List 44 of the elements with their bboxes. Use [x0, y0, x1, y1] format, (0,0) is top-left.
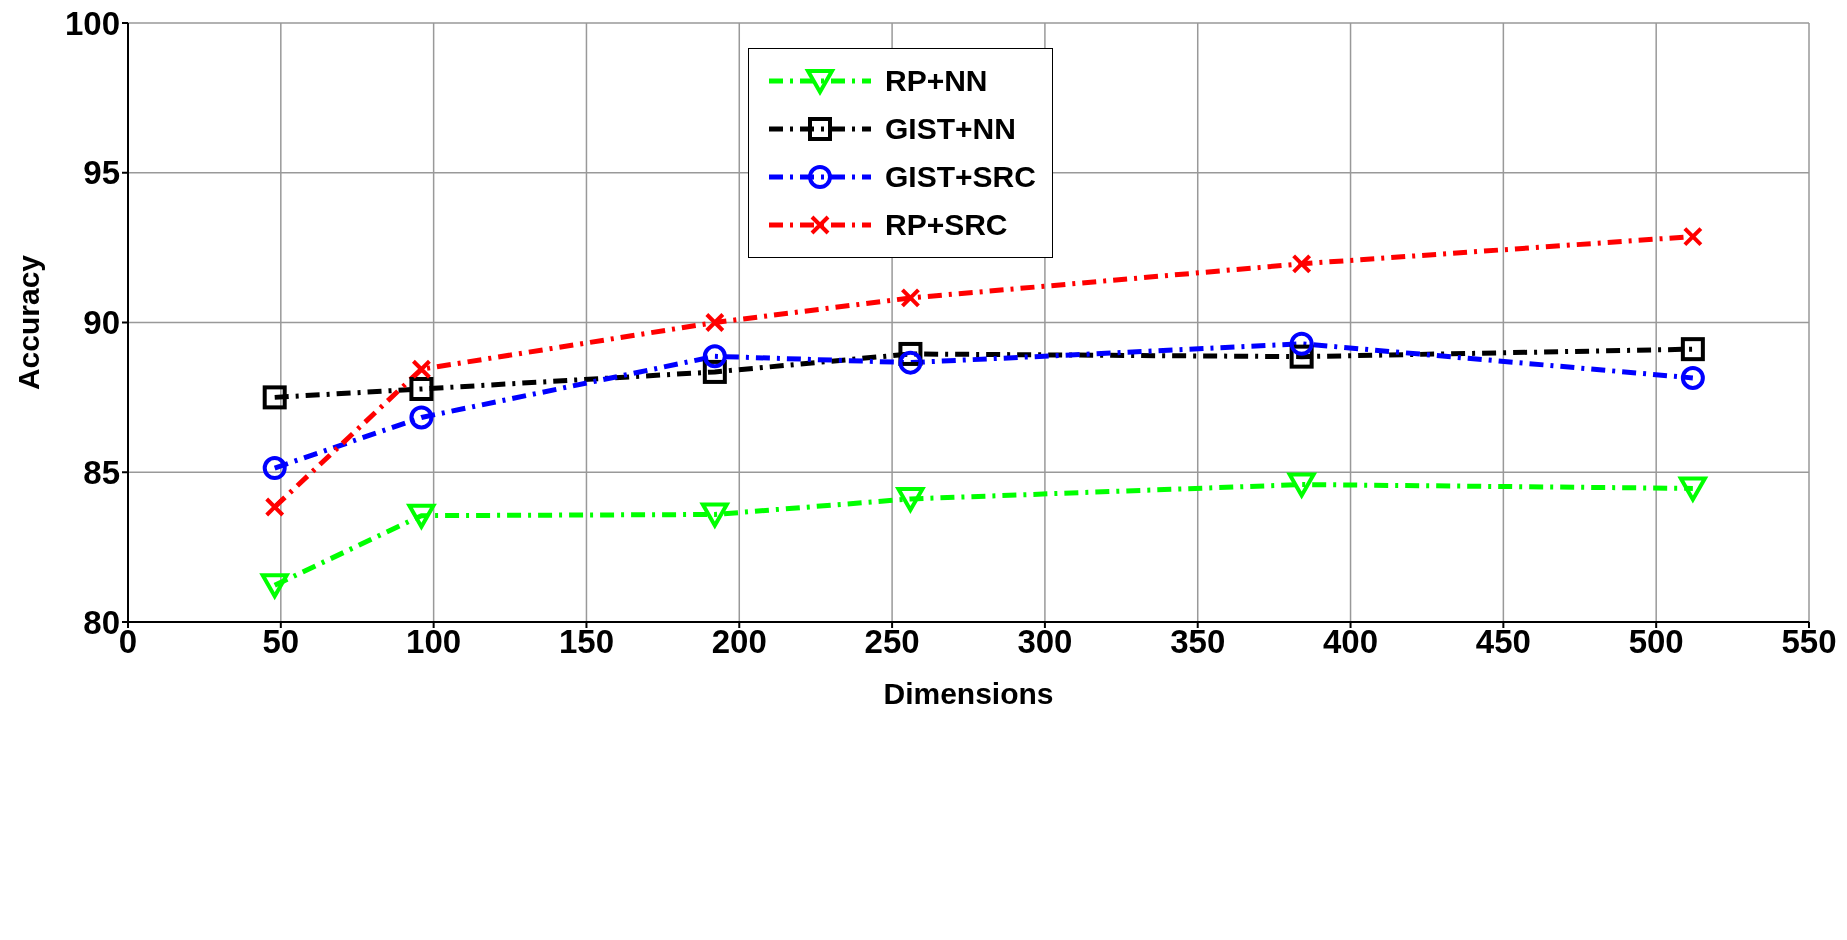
point	[262, 385, 287, 410]
point	[1682, 226, 1703, 247]
x-tick-label: 150	[558, 623, 614, 661]
point	[702, 344, 727, 369]
legend-label: RP+SRC	[885, 208, 1008, 242]
point	[262, 456, 287, 481]
y-tick-label: 85	[83, 453, 120, 491]
point	[409, 405, 434, 430]
y-tick-label: 90	[83, 304, 120, 342]
x-tick-label: 250	[864, 623, 920, 661]
x-tick-label: 550	[1781, 623, 1837, 661]
legend-label: GIST+NN	[885, 112, 1016, 146]
y-axis-title: Accuracy	[11, 254, 45, 391]
x-tick-label: 400	[1323, 623, 1379, 661]
point	[407, 503, 436, 529]
point	[259, 573, 290, 601]
x-tick-label: 500	[1628, 623, 1684, 661]
point	[699, 502, 731, 530]
point	[898, 350, 923, 375]
point	[1677, 476, 1709, 504]
point	[896, 486, 925, 512]
legend-label: RP+NN	[885, 64, 988, 98]
point	[1680, 337, 1705, 362]
x-tick-label: 0	[118, 623, 138, 661]
point	[1287, 472, 1316, 498]
point	[264, 496, 285, 517]
legend-label: GIST+SRC	[885, 160, 1036, 194]
y-tick-label: 80	[83, 603, 120, 641]
point	[1291, 253, 1312, 274]
x-axis-title: Dimensions	[883, 677, 1054, 710]
x-tick-label: 450	[1475, 623, 1531, 661]
point	[900, 287, 921, 308]
point	[1680, 365, 1705, 390]
x-tick-label: 350	[1170, 623, 1226, 661]
y-tick-label: 100	[64, 4, 120, 42]
x-tick-label: 200	[711, 623, 767, 661]
point	[409, 376, 434, 401]
point	[1289, 331, 1314, 356]
x-tick-label: 50	[262, 623, 300, 661]
x-tick-label: 300	[1017, 623, 1073, 661]
x-tick-label: 100	[406, 623, 462, 661]
y-tick-label: 95	[83, 154, 120, 192]
point	[411, 359, 432, 380]
point	[704, 312, 725, 333]
